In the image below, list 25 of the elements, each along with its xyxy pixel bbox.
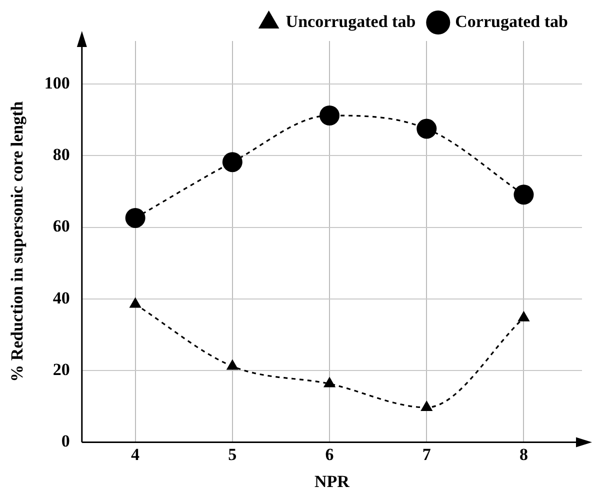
x-tick-label: 5 [228,444,237,464]
point [514,184,534,205]
x-tick-label: 7 [422,444,432,464]
y-tick-label: 40 [52,288,70,308]
x-axis-title: NPR [314,472,350,492]
y-tick-label: 60 [52,216,70,236]
y-tick-label: 100 [44,73,70,92]
y-tick-label: 20 [52,360,70,379]
point [420,400,433,411]
legend-label: Corrugated tab [455,12,568,31]
point [125,208,146,228]
x-tick-label: 4 [131,444,140,464]
y-tick-label: 0 [61,432,70,451]
y-axis-title: % Reduction in supersonic core length [8,100,27,382]
point [129,297,142,308]
point [320,106,340,126]
legend-label: Uncorrugated tab [286,12,416,31]
x-tick-label: 6 [325,444,334,464]
x-tick-label: 8 [519,444,528,464]
point [222,152,242,172]
y-tick-label: 80 [52,145,70,164]
point [416,118,437,139]
point [226,359,238,370]
point [323,376,336,388]
point [518,310,530,322]
